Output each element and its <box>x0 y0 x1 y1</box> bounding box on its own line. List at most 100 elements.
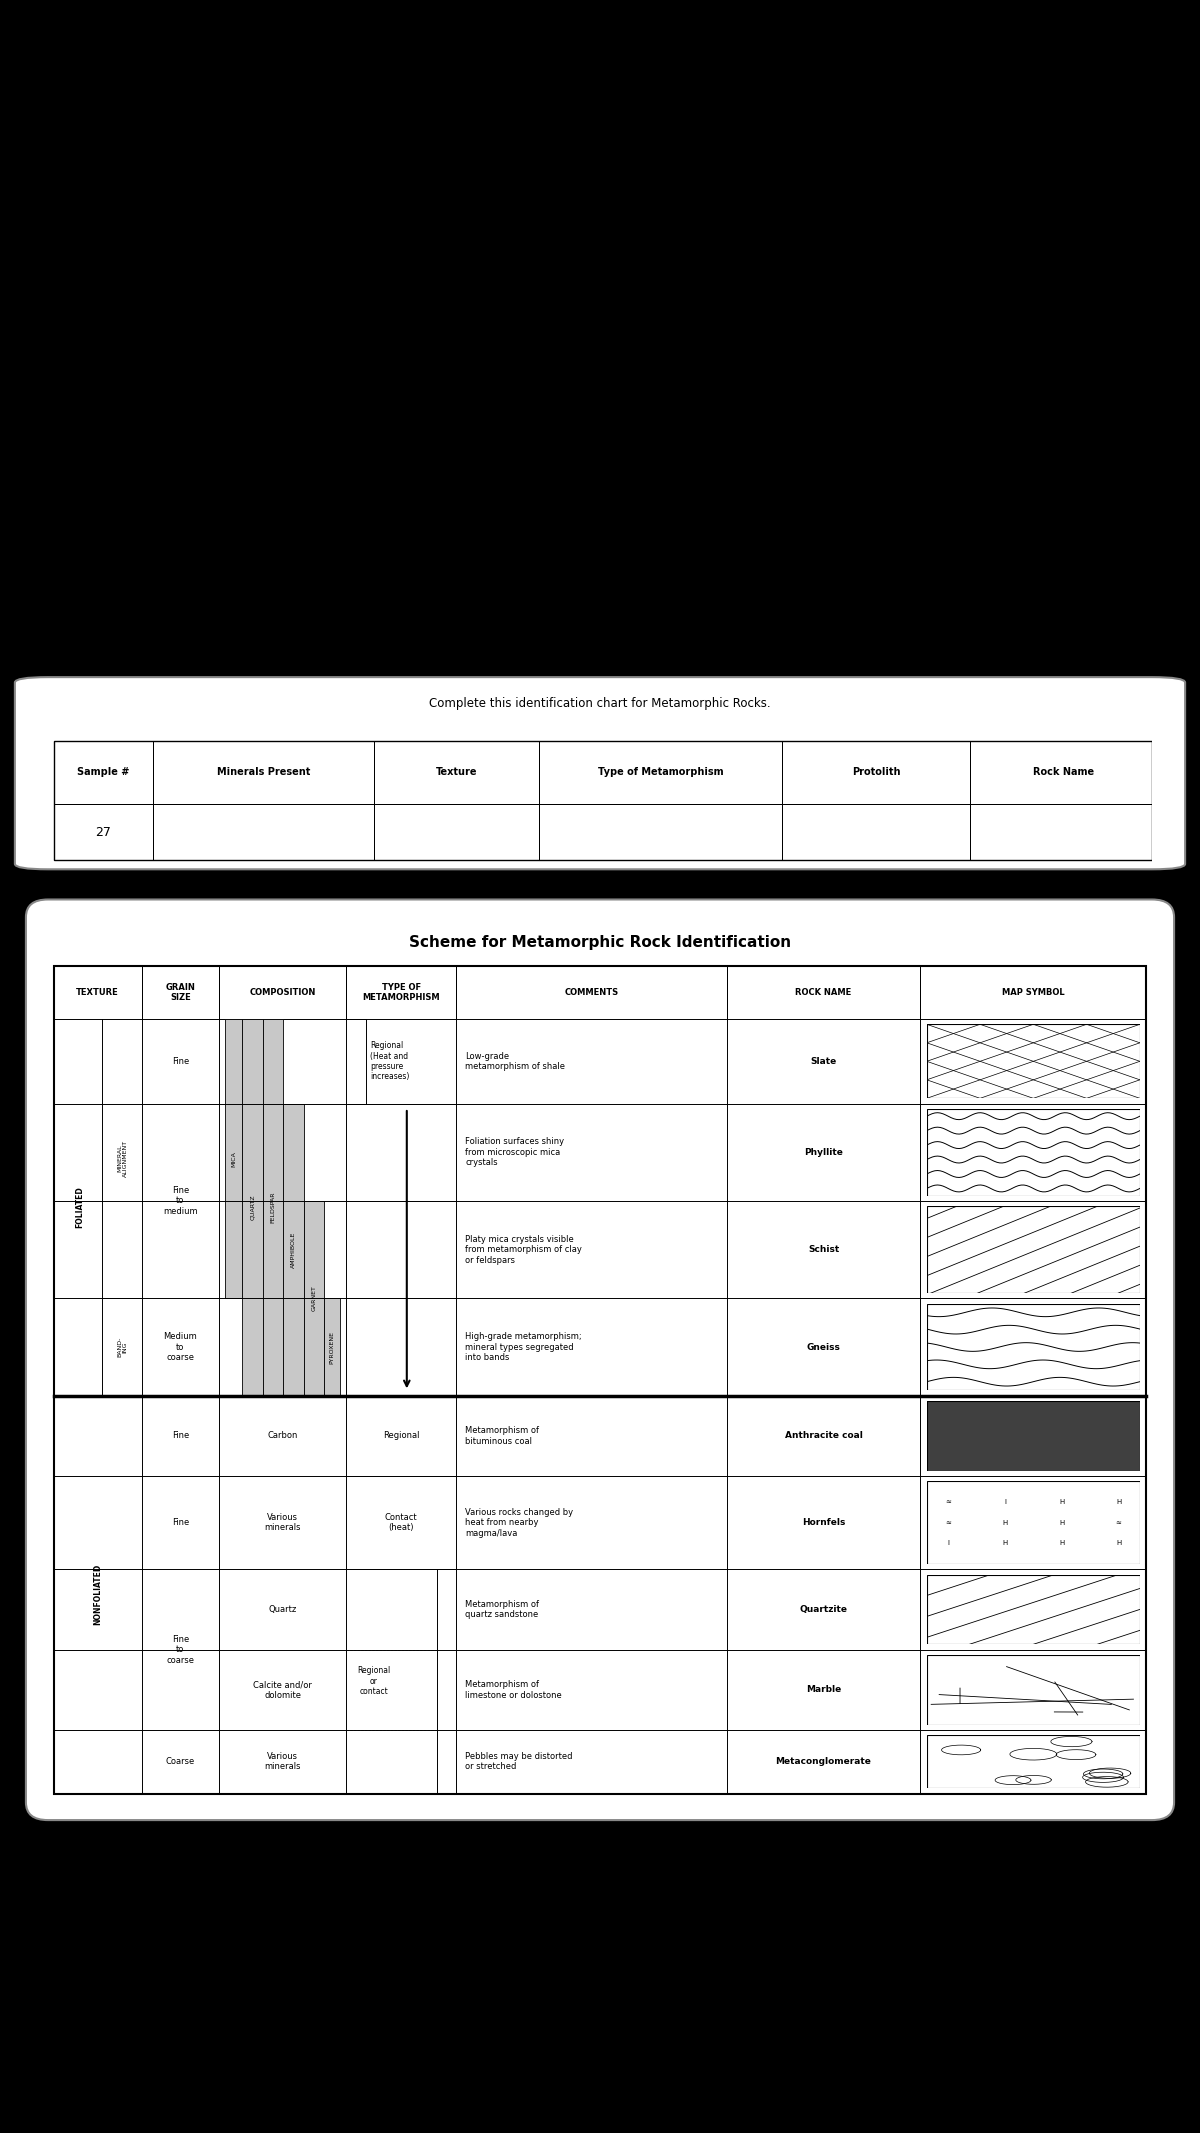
Text: H: H <box>1002 1519 1008 1525</box>
Bar <box>782 740 970 804</box>
Text: Type of Metamorphism: Type of Metamorphism <box>598 768 724 776</box>
Text: Quartzite: Quartzite <box>799 1604 847 1615</box>
Bar <box>54 966 142 1020</box>
Text: Minerals Present: Minerals Present <box>216 768 310 776</box>
Text: Calcite and/or
dolomite: Calcite and/or dolomite <box>253 1681 312 1700</box>
Text: ≈: ≈ <box>1116 1519 1122 1525</box>
Text: Protolith: Protolith <box>852 768 900 776</box>
Text: Metamorphism of
bituminous coal: Metamorphism of bituminous coal <box>466 1427 539 1446</box>
Text: Regional
(Heat and
pressure
increases): Regional (Heat and pressure increases) <box>371 1041 409 1081</box>
Text: H: H <box>1002 1540 1008 1546</box>
Text: Schist: Schist <box>808 1246 839 1254</box>
Bar <box>970 740 1158 804</box>
Bar <box>283 1103 304 1395</box>
Text: Rock Name: Rock Name <box>1033 768 1094 776</box>
Bar <box>539 740 782 804</box>
Text: Contact
(heat): Contact (heat) <box>385 1512 418 1531</box>
FancyBboxPatch shape <box>14 676 1186 870</box>
Text: GARNET: GARNET <box>311 1286 317 1312</box>
Text: Fine: Fine <box>172 1056 190 1066</box>
Text: Gneiss: Gneiss <box>806 1342 840 1352</box>
Bar <box>346 966 456 1020</box>
Text: AMPHIBOLE: AMPHIBOLE <box>290 1231 296 1267</box>
Bar <box>373 804 539 860</box>
Text: Medium
to
coarse: Medium to coarse <box>163 1333 197 1361</box>
Text: ≈: ≈ <box>946 1519 952 1525</box>
Text: Various rocks changed by
heat from nearby
magma/lava: Various rocks changed by heat from nearb… <box>466 1508 574 1538</box>
Text: Fine: Fine <box>172 1519 190 1527</box>
Text: Various
minerals: Various minerals <box>264 1751 301 1773</box>
Text: Pebbles may be distorted
or stretched: Pebbles may be distorted or stretched <box>466 1751 572 1773</box>
Text: Coarse: Coarse <box>166 1758 196 1766</box>
Text: Metamorphism of
quartz sandstone: Metamorphism of quartz sandstone <box>466 1600 539 1619</box>
Text: QUARTZ: QUARTZ <box>250 1194 256 1220</box>
Bar <box>970 804 1158 860</box>
Text: MICA: MICA <box>232 1150 236 1167</box>
Text: MINERAL
ALIGNMENT: MINERAL ALIGNMENT <box>118 1141 128 1177</box>
Bar <box>152 740 373 804</box>
Text: Fine: Fine <box>172 1431 190 1440</box>
Text: MAP SYMBOL: MAP SYMBOL <box>1002 988 1064 996</box>
Bar <box>263 1020 283 1395</box>
Text: Metaconglomerate: Metaconglomerate <box>775 1758 871 1766</box>
Bar <box>242 1020 263 1395</box>
Text: Complete this identification chart for Metamorphic Rocks.: Complete this identification chart for M… <box>430 697 770 710</box>
Bar <box>226 1020 242 1299</box>
Text: BAND-
ING: BAND- ING <box>118 1337 128 1357</box>
Bar <box>54 740 1152 860</box>
Text: FELDSPAR: FELDSPAR <box>270 1192 276 1222</box>
Text: Various
minerals: Various minerals <box>264 1512 301 1531</box>
Bar <box>54 804 152 860</box>
Text: I: I <box>947 1540 949 1546</box>
Text: Sample #: Sample # <box>77 768 130 776</box>
Bar <box>324 1299 340 1395</box>
Text: H: H <box>1116 1540 1121 1546</box>
Bar <box>373 740 539 804</box>
Bar <box>220 966 346 1020</box>
Text: ≈: ≈ <box>946 1499 952 1506</box>
Text: Quartz: Quartz <box>269 1604 296 1615</box>
Text: Hornfels: Hornfels <box>802 1519 845 1527</box>
Text: FOLIATED: FOLIATED <box>76 1186 84 1229</box>
Bar <box>539 804 782 860</box>
Text: Metamorphism of
limestone or dolostone: Metamorphism of limestone or dolostone <box>466 1681 562 1700</box>
Text: Carbon: Carbon <box>268 1431 298 1440</box>
Text: Low-grade
metamorphism of shale: Low-grade metamorphism of shale <box>466 1052 565 1071</box>
Text: TYPE OF
METAMORPHISM: TYPE OF METAMORPHISM <box>362 983 440 1003</box>
Text: H: H <box>1060 1519 1064 1525</box>
Text: H: H <box>1060 1540 1064 1546</box>
Text: TEXTURE: TEXTURE <box>77 988 119 996</box>
Text: H: H <box>1116 1499 1121 1506</box>
Bar <box>782 804 970 860</box>
Text: PYROXENE: PYROXENE <box>330 1331 335 1363</box>
Bar <box>727 966 920 1020</box>
Bar <box>304 1201 324 1395</box>
Bar <box>142 966 220 1020</box>
Bar <box>152 804 373 860</box>
Text: GRAIN
SIZE: GRAIN SIZE <box>166 983 196 1003</box>
Text: NONFOLIATED: NONFOLIATED <box>94 1563 102 1625</box>
Text: Phyllite: Phyllite <box>804 1148 842 1156</box>
FancyBboxPatch shape <box>26 900 1174 1819</box>
Text: COMPOSITION: COMPOSITION <box>250 988 316 996</box>
Text: Slate: Slate <box>810 1056 836 1066</box>
Text: Foliation surfaces shiny
from microscopic mica
crystals: Foliation surfaces shiny from microscopi… <box>466 1137 564 1167</box>
Text: Regional
or
contact: Regional or contact <box>358 1666 390 1696</box>
Text: Platy mica crystals visible
from metamorphism of clay
or feldspars: Platy mica crystals visible from metamor… <box>466 1235 582 1265</box>
Text: Marble: Marble <box>806 1685 841 1694</box>
Text: Regional: Regional <box>383 1431 420 1440</box>
Bar <box>54 740 152 804</box>
Text: Texture: Texture <box>436 768 478 776</box>
Text: High-grade metamorphism;
mineral types segregated
into bands: High-grade metamorphism; mineral types s… <box>466 1333 582 1361</box>
Text: Anthracite coal: Anthracite coal <box>785 1431 863 1440</box>
Text: Fine
to
medium: Fine to medium <box>163 1186 198 1216</box>
Text: I: I <box>1004 1499 1006 1506</box>
Bar <box>920 966 1146 1020</box>
Text: Scheme for Metamorphic Rock Identification: Scheme for Metamorphic Rock Identificati… <box>409 934 791 949</box>
Text: 27: 27 <box>95 825 112 838</box>
Text: COMMENTS: COMMENTS <box>565 988 619 996</box>
Text: ROCK NAME: ROCK NAME <box>796 988 852 996</box>
Bar <box>456 966 727 1020</box>
Text: H: H <box>1060 1499 1064 1506</box>
Text: Fine
to
coarse: Fine to coarse <box>167 1634 194 1664</box>
